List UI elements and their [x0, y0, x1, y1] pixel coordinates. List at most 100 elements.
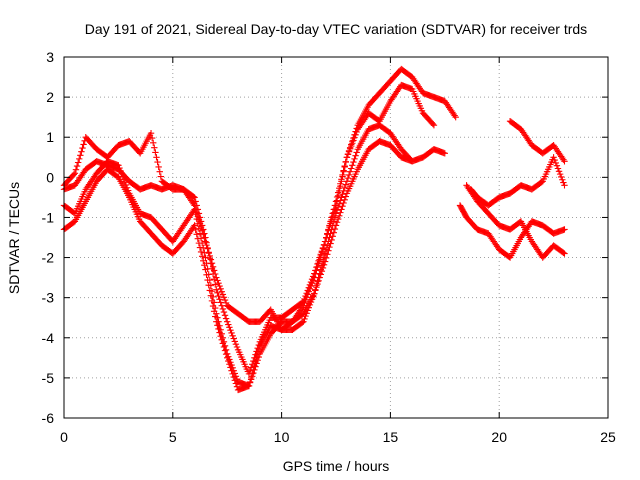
data-point — [231, 377, 239, 384]
data-point — [214, 277, 221, 284]
data-point — [227, 326, 234, 334]
data-point — [218, 336, 225, 343]
data-point — [346, 168, 354, 175]
data-point — [71, 170, 79, 177]
data-point — [207, 292, 215, 299]
data-point — [76, 155, 83, 163]
data-point — [334, 192, 342, 199]
data-point — [222, 351, 230, 358]
series-track-4 — [60, 121, 416, 333]
data-point — [226, 324, 233, 331]
data-point — [200, 231, 207, 238]
data-point — [550, 154, 557, 161]
data-point — [148, 134, 156, 142]
data-point — [323, 246, 330, 253]
data-point — [212, 270, 219, 278]
data-point — [306, 285, 314, 293]
data-point — [115, 162, 122, 169]
data-point — [337, 209, 344, 216]
data-point — [430, 121, 438, 129]
data-point — [214, 289, 221, 297]
data-point — [307, 298, 315, 306]
y-tick-label: -5 — [42, 370, 55, 386]
data-point — [343, 154, 351, 161]
data-point — [301, 315, 308, 323]
data-point — [348, 142, 355, 150]
data-point — [225, 357, 232, 365]
data-point — [350, 158, 357, 166]
data-point — [305, 288, 312, 295]
data-point — [228, 367, 235, 374]
data-point — [219, 340, 227, 347]
data-point — [407, 156, 415, 164]
y-tick-label: 3 — [46, 49, 54, 65]
data-point — [78, 148, 85, 155]
data-point — [252, 363, 259, 370]
data-point — [204, 276, 211, 284]
data-point — [215, 325, 222, 333]
data-point — [79, 144, 86, 152]
data-point — [307, 282, 315, 290]
data-point — [219, 291, 227, 298]
data-point — [117, 167, 124, 175]
data-point — [328, 226, 335, 233]
data-point — [351, 155, 358, 163]
data-point — [311, 290, 318, 297]
data-point — [77, 152, 84, 159]
data-point — [80, 141, 87, 148]
data-point — [334, 215, 342, 223]
data-point — [229, 332, 236, 339]
data-point — [327, 230, 334, 237]
data-point — [153, 154, 160, 161]
data-point — [340, 168, 347, 175]
data-point — [299, 319, 306, 326]
data-point — [190, 193, 197, 200]
data-point — [333, 219, 341, 226]
data-point — [194, 213, 202, 220]
data-point — [306, 301, 314, 309]
data-point — [317, 252, 324, 260]
data-point — [70, 171, 77, 178]
data-point — [246, 379, 254, 386]
data-point — [553, 162, 561, 169]
data-point — [202, 254, 209, 261]
data-point — [337, 197, 344, 204]
data-point — [74, 159, 82, 166]
data-point — [210, 267, 218, 274]
data-point — [206, 252, 213, 260]
data-point — [212, 281, 219, 288]
data-point — [209, 263, 217, 270]
data-point — [314, 278, 321, 285]
data-point — [194, 235, 202, 242]
data-point — [73, 162, 81, 170]
data-point — [561, 158, 568, 165]
data-point — [156, 168, 163, 175]
data-point — [205, 249, 212, 256]
data-point — [330, 218, 338, 225]
data-point — [247, 376, 255, 383]
data-point — [336, 200, 343, 208]
data-point — [558, 173, 565, 181]
axis-ticks: 0 5 10 15 20 25 -6 -5 -4 -3 -2 -1 0 1 2 3 — [42, 49, 616, 445]
x-tick-label: 0 — [60, 429, 68, 445]
data-point — [203, 241, 210, 249]
x-tick-label: 25 — [600, 429, 616, 445]
data-point — [342, 181, 349, 188]
data-point — [222, 299, 230, 307]
data-point — [315, 259, 322, 267]
data-point — [560, 249, 567, 256]
x-tick-label: 10 — [274, 429, 290, 445]
data-point — [230, 373, 237, 381]
data-point — [232, 380, 240, 387]
data-point — [217, 332, 224, 340]
data-point — [342, 193, 349, 200]
data-point — [321, 250, 329, 257]
data-point — [338, 194, 345, 201]
data-point — [338, 206, 345, 213]
data-point — [300, 318, 307, 325]
data-point — [319, 258, 327, 265]
grid-layer — [64, 57, 608, 418]
data-point — [231, 338, 239, 345]
data-point — [561, 250, 568, 257]
